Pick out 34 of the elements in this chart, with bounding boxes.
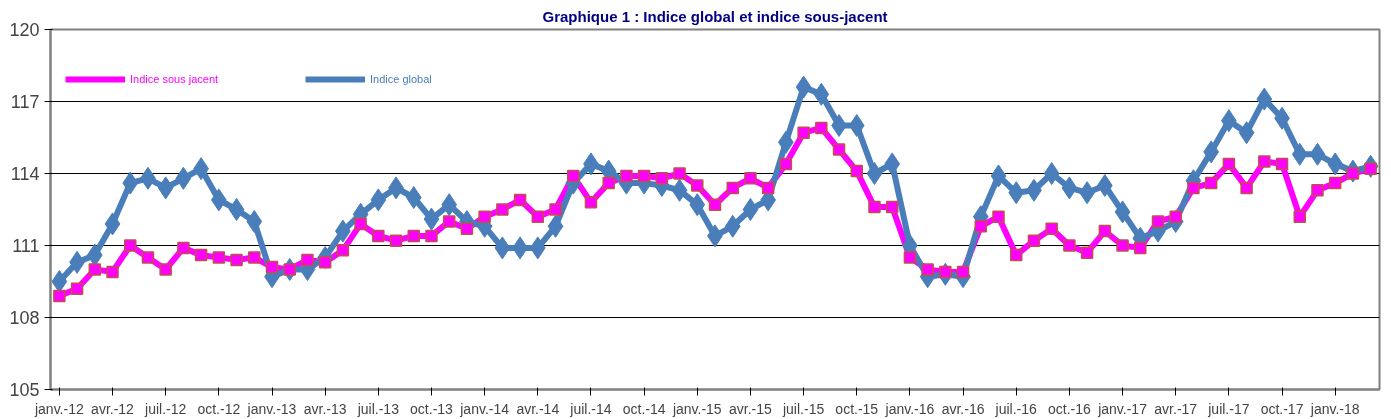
x-tick-label: avr.-12 [91,400,135,417]
x-tick-label: juil.-17 [1207,400,1250,417]
x-tick-label: avr.-17 [1154,400,1198,417]
x-tick-label: janv.-13 [246,400,297,417]
x-tick-label: juil.-15 [781,400,825,417]
x-tick-label: janv.-12 [33,400,84,417]
x-tick-label: oct.-12 [197,400,241,417]
x-tick-label: avr.-14 [516,400,560,417]
x-tick-label: juil.-12 [144,400,187,417]
y-tick-label: 114 [10,164,40,184]
x-tick-label: janv.-16 [884,400,935,417]
x-tick-label: oct.-17 [1260,400,1304,417]
x-tick-label: juil.-13 [356,400,400,417]
text: Indice sous jacent [130,73,219,85]
x-tick-label: oct.-14 [622,400,666,417]
y-tick-label: 105 [9,380,40,400]
text: Indice global [370,73,432,85]
y-tick-label: 108 [9,308,40,328]
x-tick-label: janv.-18 [1309,400,1360,417]
x-tick-label: juil.-14 [569,400,612,417]
x-tick-label: oct.-15 [835,400,879,417]
x-tick-label: avr.-15 [729,400,773,417]
y-tick-label: 117 [10,92,40,112]
x-tick-label: avr.-13 [303,400,347,417]
y-tick-label: 111 [12,236,40,256]
x-tick-label: avr.-16 [941,400,985,417]
x-tick-label: juil.-16 [994,400,1038,417]
x-tick-label: janv.-17 [1097,400,1148,417]
x-tick-label: janv.-15 [671,400,722,417]
y-tick-label: 120 [9,20,40,40]
x-tick-label: oct.-13 [410,400,454,417]
x-tick-label: oct.-16 [1048,400,1092,417]
chart-title: Graphique 1 : Indice global et indice sous-jacent [542,7,888,25]
x-tick-label: janv.-14 [459,400,510,417]
